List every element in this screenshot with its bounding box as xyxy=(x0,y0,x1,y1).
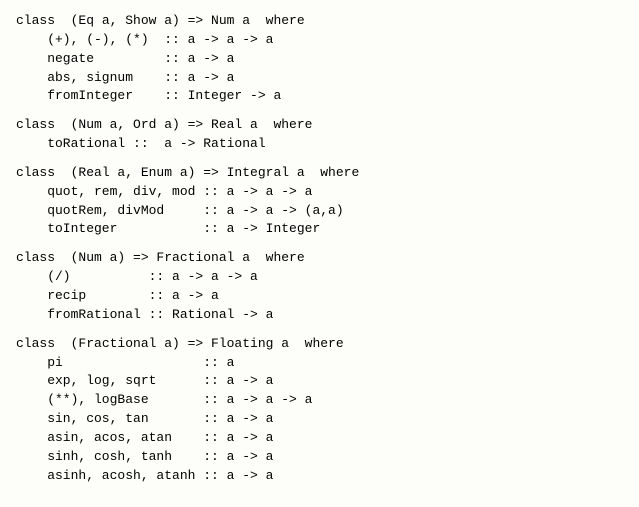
class-block-integral: class (Real a, Enum a) => Integral a whe… xyxy=(16,164,623,239)
class-member: fromInteger :: Integer -> a xyxy=(47,87,623,106)
class-header: class (Real a, Enum a) => Integral a whe… xyxy=(16,164,623,183)
class-member: asin, acos, atan :: a -> a xyxy=(47,429,623,448)
class-member: quotRem, divMod :: a -> a -> (a,a) xyxy=(47,202,623,221)
class-member: asinh, acosh, atanh :: a -> a xyxy=(47,467,623,486)
class-member: fromRational :: Rational -> a xyxy=(47,306,623,325)
class-member: abs, signum :: a -> a xyxy=(47,69,623,88)
class-member: sinh, cosh, tanh :: a -> a xyxy=(47,448,623,467)
class-member: exp, log, sqrt :: a -> a xyxy=(47,372,623,391)
class-member: (/) :: a -> a -> a xyxy=(47,268,623,287)
class-header: class (Num a, Ord a) => Real a where xyxy=(16,116,623,135)
class-header: class (Fractional a) => Floating a where xyxy=(16,335,623,354)
class-block-fractional: class (Num a) => Fractional a where (/) … xyxy=(16,249,623,324)
class-block-real: class (Num a, Ord a) => Real a where toR… xyxy=(16,116,623,154)
class-member: toInteger :: a -> Integer xyxy=(47,220,623,239)
class-header: class (Num a) => Fractional a where xyxy=(16,249,623,268)
class-member: (**), logBase :: a -> a -> a xyxy=(47,391,623,410)
class-member: toRational :: a -> Rational xyxy=(47,135,623,154)
class-member: negate :: a -> a xyxy=(47,50,623,69)
code-listing: class (Eq a, Show a) => Num a where (+),… xyxy=(16,12,623,485)
class-block-floating: class (Fractional a) => Floating a where… xyxy=(16,335,623,486)
class-member: pi :: a xyxy=(47,354,623,373)
class-header: class (Eq a, Show a) => Num a where xyxy=(16,12,623,31)
class-member: (+), (-), (*) :: a -> a -> a xyxy=(47,31,623,50)
class-block-num: class (Eq a, Show a) => Num a where (+),… xyxy=(16,12,623,106)
class-member: quot, rem, div, mod :: a -> a -> a xyxy=(47,183,623,202)
class-member: sin, cos, tan :: a -> a xyxy=(47,410,623,429)
class-member: recip :: a -> a xyxy=(47,287,623,306)
